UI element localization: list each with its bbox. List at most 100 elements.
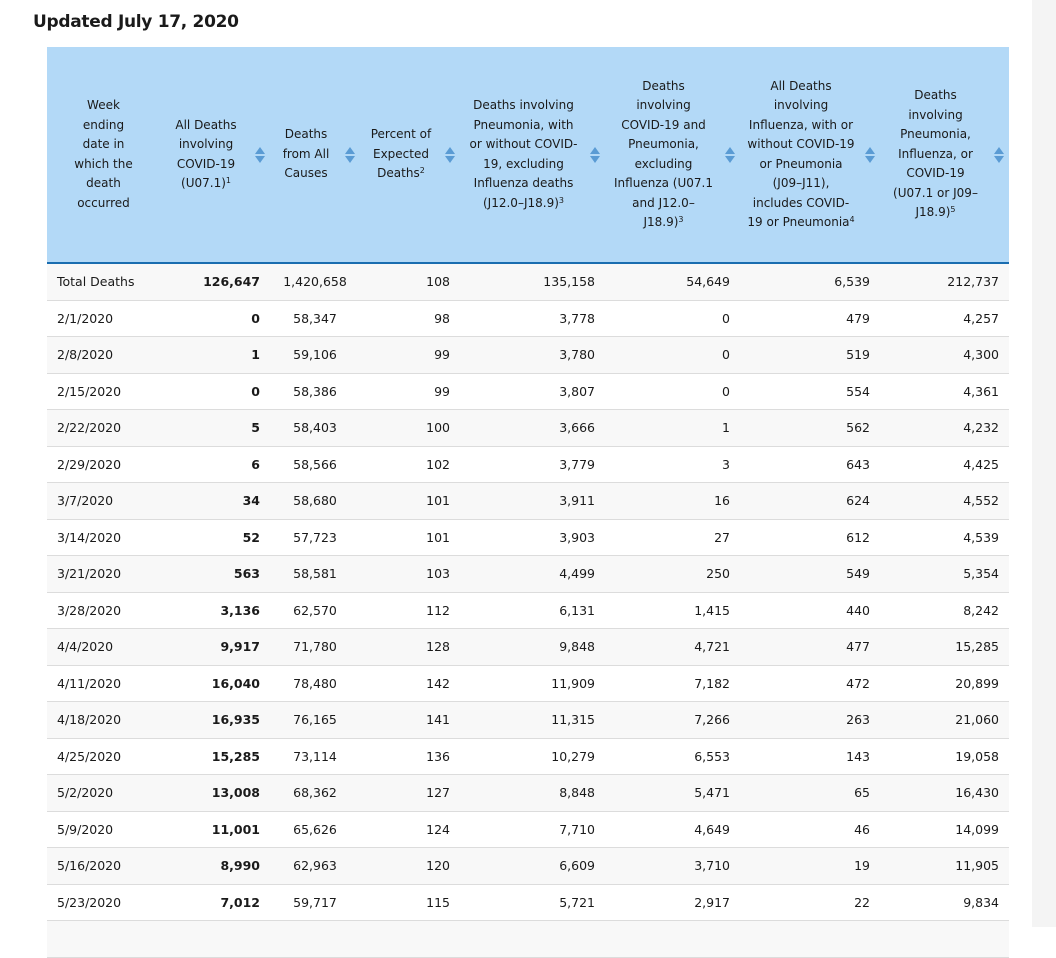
cell-pneumonia-deaths: 135,158	[460, 263, 605, 301]
cell-week-ending-date: 3/7/2020	[47, 482, 160, 520]
cell-covid19-deaths: 34	[160, 482, 270, 520]
cell-pic-deaths: 4,361	[880, 373, 1009, 410]
cell-pneumonia-deaths: 11,315	[460, 701, 605, 739]
header-text: Percent of Expected Deaths	[370, 127, 432, 181]
sort-icon[interactable]	[994, 146, 1004, 163]
sort-icon[interactable]	[725, 146, 735, 163]
cell-covid-pneumonia-deaths: 3,710	[605, 847, 740, 885]
cell-pneumonia-deaths: 7,710	[460, 811, 605, 848]
cell-pneumonia-deaths: 5,721	[460, 884, 605, 921]
cell-percent-expected: 120	[360, 847, 460, 885]
column-header-label: Deaths involving Pneumonia, with or with…	[469, 96, 579, 213]
table-row: 4/4/2020 9,917 71,780 128 9,848 4,721 477 15,28…	[47, 628, 1009, 666]
table-row: 2/29/2020 6 58,566 102 3,779 3 643 4,425	[47, 446, 1009, 483]
cell-all-cause-deaths: 58,386	[270, 373, 360, 410]
page-title: Updated July 17, 2020	[33, 12, 239, 32]
cell-covid19-deaths: 126,647	[160, 263, 270, 301]
cell-all-cause-deaths: 1,420,658	[270, 263, 360, 301]
cell-covid-pneumonia-deaths: 6,553	[605, 738, 740, 775]
cell-covid19-deaths: 6	[160, 446, 270, 483]
table-row: 3/7/2020 34 58,680 101 3,911 16 624 4,552	[47, 482, 1009, 520]
cell-percent-expected: 108	[360, 263, 460, 301]
header-text: All Deaths involving Influenza, with or …	[747, 78, 855, 230]
cell-influenza-deaths: 263	[740, 701, 880, 739]
cell-week-ending-date: 2/22/2020	[47, 409, 160, 447]
header-text: Week ending date in which the death occu…	[74, 98, 133, 210]
column-header-label: All Deaths involving COVID-19 (U07.1)1	[171, 116, 241, 194]
cell-covid19-deaths: 0	[160, 300, 270, 337]
cell-pneumonia-deaths: 11,909	[460, 665, 605, 702]
cell-percent-expected: 102	[360, 446, 460, 483]
cell-percent-expected: 115	[360, 884, 460, 921]
cell-pneumonia-deaths: 9,848	[460, 628, 605, 666]
cell-covid19-deaths: 8,990	[160, 847, 270, 885]
cell-week-ending-date: 4/11/2020	[47, 665, 160, 702]
cell-all-cause-deaths: 58,566	[270, 446, 360, 483]
table-row: 3/14/2020 52 57,723 101 3,903 27 612 4,539	[47, 519, 1009, 556]
column-header-label: Deaths involving Pneumonia, Influenza, o…	[893, 86, 978, 223]
cell-pic-deaths: 4,539	[880, 519, 1009, 556]
column-header-all-cause-deaths[interactable]: Deaths from All Causes	[270, 47, 360, 264]
cell-pneumonia-deaths: 4,499	[460, 555, 605, 593]
sort-icon[interactable]	[255, 146, 265, 163]
cell-covid19-deaths: 563	[160, 555, 270, 593]
sort-icon[interactable]	[865, 146, 875, 163]
cell-covid19-deaths: 9,917	[160, 628, 270, 666]
cell-pic-deaths: 21,060	[880, 701, 1009, 739]
cell-covid19-deaths: 3,136	[160, 592, 270, 629]
cell-week-ending-date: 4/18/2020	[47, 701, 160, 739]
cell-influenza-deaths: 22	[740, 884, 880, 921]
column-header-pneumonia-deaths[interactable]: Deaths involving Pneumonia, with or with…	[460, 47, 605, 264]
cell-week-ending-date: 2/1/2020	[47, 300, 160, 337]
cell-pneumonia-deaths: 8,848	[460, 774, 605, 812]
cell-percent-expected: 124	[360, 811, 460, 848]
scrollbar[interactable]	[1032, 0, 1056, 927]
header-text: All Deaths involving COVID-19 (U07.1)	[175, 117, 237, 191]
cell-percent-expected: 99	[360, 373, 460, 410]
column-header-covid19-deaths[interactable]: All Deaths involving COVID-19 (U07.1)1	[160, 47, 270, 264]
table-row: 2/22/2020 5 58,403 100 3,666 1 562 4,232	[47, 409, 1009, 447]
cell-week-ending-date: 3/14/2020	[47, 519, 160, 556]
table-row: 5/16/2020 8,990 62,963 120 6,609 3,710 19 11,90…	[47, 847, 1009, 885]
column-header-percent-expected[interactable]: Percent of Expected Deaths2	[360, 47, 460, 264]
cell-influenza-deaths: 479	[740, 300, 880, 337]
table-row: 5/23/2020 7,012 59,717 115 5,721 2,917 22 9,834	[47, 884, 1009, 921]
cell-covid19-deaths: 11,001	[160, 811, 270, 848]
cell-pneumonia-deaths: 6,609	[460, 847, 605, 885]
cell-influenza-deaths: 549	[740, 555, 880, 593]
sort-icon[interactable]	[445, 146, 455, 163]
cell-influenza-deaths: 519	[740, 336, 880, 374]
cell-covid19-deaths: 7,012	[160, 884, 270, 921]
column-header-label: Percent of Expected Deaths2	[366, 125, 436, 184]
cell-influenza-deaths: 143	[740, 738, 880, 775]
cell-all-cause-deaths: 59,106	[270, 336, 360, 374]
footnote-marker: 2	[419, 166, 425, 176]
cell-week-ending-date: 2/15/2020	[47, 373, 160, 410]
cell-week-ending-date: 5/23/2020	[47, 884, 160, 921]
column-header-pic-deaths[interactable]: Deaths involving Pneumonia, Influenza, o…	[880, 47, 1009, 264]
table-row: 4/18/2020 16,935 76,165 141 11,315 7,266 263 21…	[47, 701, 1009, 739]
column-header-covid-pneumonia-deaths[interactable]: Deaths involving COVID-19 and Pneumonia,…	[605, 47, 740, 264]
header-text: Deaths involving COVID-19 and Pneumonia,…	[614, 78, 713, 230]
sort-icon[interactable]	[590, 146, 600, 163]
cell-influenza-deaths: 46	[740, 811, 880, 848]
table-row: 2/8/2020 1 59,106 99 3,780 0 519 4,300	[47, 336, 1009, 374]
cell-all-cause-deaths: 73,114	[270, 738, 360, 775]
cell-week-ending-date: 4/25/2020	[47, 738, 160, 775]
cell-covid19-deaths: 0	[160, 373, 270, 410]
cell-covid-pneumonia-deaths: 5,471	[605, 774, 740, 812]
table-row: 4/25/2020 15,285 73,114 136 10,279 6,553 143 19…	[47, 738, 1009, 775]
cell-pic-deaths: 4,300	[880, 336, 1009, 374]
cell-week-ending-date: 4/4/2020	[47, 628, 160, 666]
table-row: 4/11/2020 16,040 78,480 142 11,909 7,182 472 20…	[47, 665, 1009, 702]
column-header-label: Deaths from All Causes	[276, 125, 336, 184]
cell-pic-deaths: 19,058	[880, 738, 1009, 775]
sort-icon[interactable]	[345, 146, 355, 163]
cell-influenza-deaths	[740, 920, 880, 958]
cell-covid19-deaths: 15,285	[160, 738, 270, 775]
cell-percent-expected: 98	[360, 300, 460, 337]
cell-covid19-deaths: 1	[160, 336, 270, 374]
cell-percent-expected: 103	[360, 555, 460, 593]
column-header-influenza-deaths[interactable]: All Deaths involving Influenza, with or …	[740, 47, 880, 264]
cell-pic-deaths: 11,905	[880, 847, 1009, 885]
